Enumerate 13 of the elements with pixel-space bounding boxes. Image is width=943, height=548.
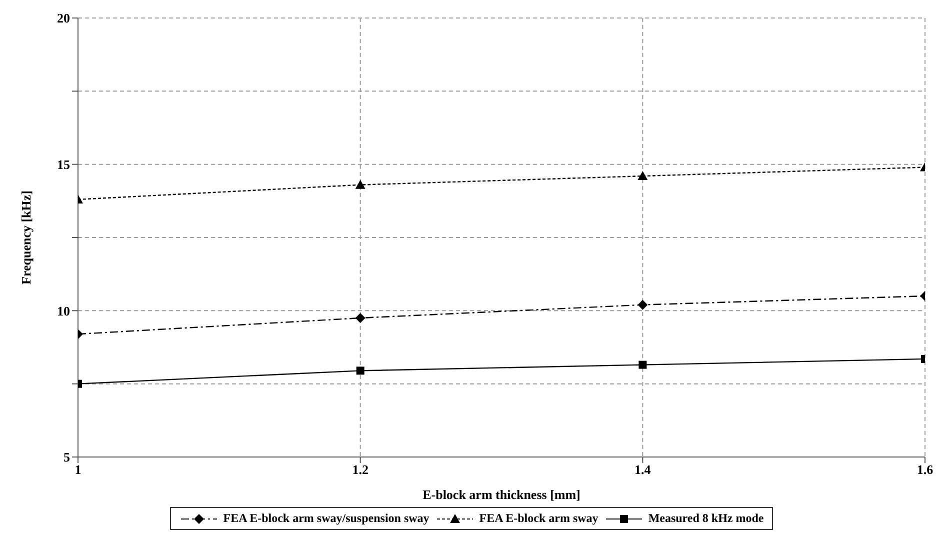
legend-label: FEA E-block arm sway/suspension sway bbox=[223, 511, 430, 526]
x-axis-title: E-block arm thickness [mm] bbox=[422, 487, 580, 502]
y-tick-label: 20 bbox=[57, 10, 70, 26]
legend-label: Measured 8 kHz mode bbox=[648, 511, 764, 526]
legend-label: FEA E-block arm sway bbox=[479, 511, 598, 526]
x-tick-label: 1.4 bbox=[634, 462, 652, 478]
y-tick-label: 15 bbox=[57, 156, 70, 172]
y-tick-label: 5 bbox=[64, 450, 70, 465]
x-tick-label: 1.6 bbox=[916, 462, 934, 478]
x-tick-label: 1.2 bbox=[352, 462, 368, 478]
y-tick-label: 10 bbox=[57, 303, 70, 318]
x-tick-label: 1 bbox=[74, 462, 82, 478]
y-axis-title: Frequency [kHz] bbox=[18, 190, 34, 284]
